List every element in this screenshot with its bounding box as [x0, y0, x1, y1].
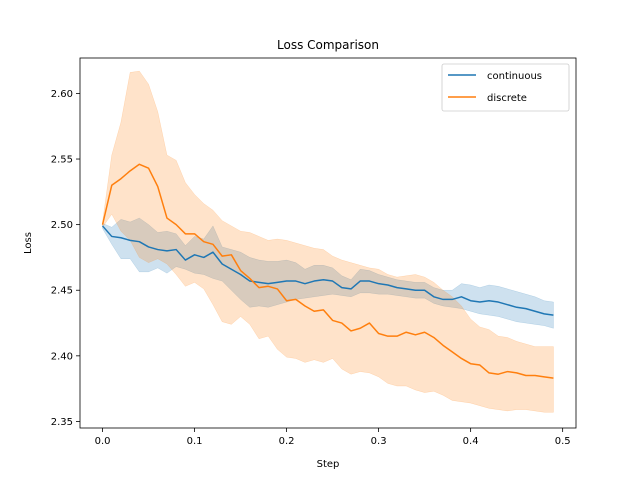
band-discrete [102, 70, 554, 413]
legend-label-continuous: continuous [487, 71, 542, 82]
line-continuous [101, 225, 554, 316]
x-tick-label: 0.3 [371, 436, 387, 447]
x-tick-label: 0.1 [187, 436, 203, 447]
y-tick-label: 2.45 [51, 286, 73, 297]
legend-label-discrete: discrete [487, 93, 527, 104]
x-tick-label: 0.0 [95, 436, 111, 447]
line-discrete [101, 163, 554, 379]
series-lines [101, 163, 554, 379]
plot-frame [79, 57, 577, 429]
y-tick-label: 2.55 [51, 155, 73, 166]
chart-title: Loss Comparison [277, 38, 379, 52]
y-tick-label: 2.35 [51, 417, 73, 428]
x-axis-ticks: 0.0 0.1 0.2 0.3 0.4 0.5 [95, 428, 571, 447]
band-continuous [102, 217, 554, 329]
x-tick-label: 0.4 [463, 436, 479, 447]
x-axis-label: Step [317, 459, 340, 470]
legend: continuous discrete [441, 63, 570, 112]
confidence-bands [102, 70, 554, 413]
x-tick-label: 0.2 [279, 436, 295, 447]
x-tick-label: 0.5 [555, 436, 571, 447]
y-axis-label: Loss [23, 232, 34, 254]
y-tick-label: 2.60 [51, 89, 73, 100]
y-tick-label: 2.40 [51, 351, 73, 362]
y-axis-ticks: 2.35 2.40 2.45 2.50 2.55 2.60 [51, 89, 80, 428]
y-tick-label: 2.50 [51, 220, 73, 231]
